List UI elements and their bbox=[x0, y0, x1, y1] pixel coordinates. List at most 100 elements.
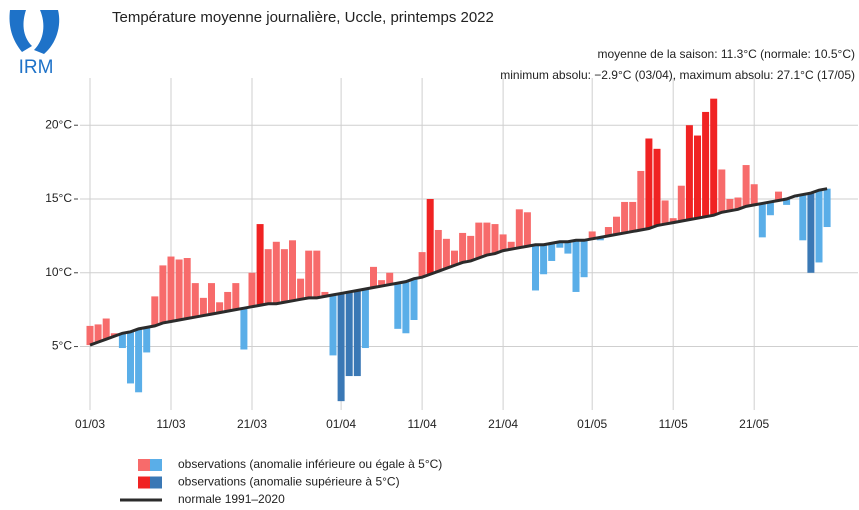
logo-text: IRM bbox=[19, 57, 54, 78]
y-tick-label: 10°C bbox=[45, 265, 72, 279]
bar bbox=[750, 184, 758, 205]
bar bbox=[305, 250, 313, 298]
x-tick-label: 11/04 bbox=[408, 417, 437, 431]
bar bbox=[402, 281, 410, 334]
bar bbox=[540, 244, 548, 275]
bar bbox=[216, 302, 224, 313]
y-tick-label: 5°C bbox=[52, 339, 72, 353]
x-tick-label: 01/04 bbox=[326, 417, 356, 431]
bar bbox=[321, 291, 329, 297]
bar bbox=[297, 278, 305, 300]
bar bbox=[467, 235, 475, 261]
bar bbox=[742, 165, 750, 207]
bar bbox=[621, 201, 629, 233]
bar bbox=[191, 283, 199, 318]
bar bbox=[515, 209, 523, 248]
bar bbox=[94, 324, 102, 343]
bar bbox=[758, 203, 766, 238]
bar bbox=[280, 249, 288, 303]
bar bbox=[337, 293, 345, 402]
legend-label: observations (anomalie inférieure ou éga… bbox=[178, 457, 442, 471]
chart-title: Température moyenne journalière, Uccle, … bbox=[112, 9, 494, 26]
bar bbox=[726, 198, 734, 211]
bar bbox=[483, 222, 491, 256]
legend-swatch bbox=[150, 476, 162, 489]
bar bbox=[572, 240, 580, 292]
bar bbox=[451, 250, 458, 266]
bar bbox=[799, 194, 807, 241]
x-tick-label: 21/05 bbox=[739, 417, 769, 431]
bar bbox=[694, 135, 701, 219]
bar bbox=[386, 272, 394, 285]
bar bbox=[766, 201, 774, 216]
bar bbox=[370, 266, 377, 288]
bar bbox=[208, 283, 215, 315]
bar bbox=[564, 241, 572, 254]
bar bbox=[86, 325, 94, 346]
bar bbox=[710, 98, 718, 216]
bar bbox=[491, 224, 499, 254]
x-tick-label: 11/05 bbox=[659, 417, 688, 431]
bar bbox=[394, 283, 402, 329]
legend-label: observations (anomalie supérieure à 5°C) bbox=[178, 475, 400, 489]
bar bbox=[685, 125, 693, 220]
bar bbox=[588, 231, 596, 239]
bar bbox=[459, 232, 467, 263]
bar bbox=[653, 148, 661, 226]
bar bbox=[556, 241, 564, 248]
bar bbox=[272, 241, 280, 304]
bar bbox=[256, 224, 264, 306]
y-tick-label: 20°C bbox=[45, 117, 72, 131]
x-tick-label: 01/05 bbox=[577, 417, 607, 431]
bar bbox=[264, 249, 272, 304]
bar bbox=[669, 218, 677, 223]
bar bbox=[629, 201, 637, 232]
bar bbox=[775, 191, 782, 201]
legend-swatch bbox=[150, 459, 162, 471]
bar bbox=[499, 234, 507, 251]
bar bbox=[175, 259, 183, 320]
bar bbox=[532, 244, 539, 291]
legend-swatch bbox=[138, 476, 150, 489]
bar bbox=[353, 290, 361, 377]
bar bbox=[475, 222, 483, 259]
bar bbox=[159, 265, 167, 323]
bar bbox=[248, 272, 256, 307]
x-tick-label: 11/03 bbox=[156, 417, 185, 431]
bar bbox=[199, 297, 207, 316]
x-tick-label: 01/03 bbox=[75, 417, 105, 431]
bar bbox=[645, 138, 653, 229]
bar bbox=[426, 198, 434, 275]
bar bbox=[183, 258, 191, 319]
bar bbox=[378, 280, 386, 287]
bar bbox=[823, 188, 831, 228]
bar bbox=[167, 256, 175, 322]
normal-line bbox=[89, 187, 828, 347]
bar bbox=[345, 291, 353, 377]
bar bbox=[313, 250, 321, 298]
bar bbox=[507, 241, 515, 250]
bar bbox=[523, 212, 531, 247]
x-tick-label: 21/03 bbox=[237, 417, 267, 431]
bar bbox=[224, 291, 232, 312]
bar bbox=[807, 193, 815, 273]
bar bbox=[410, 278, 418, 320]
legend-swatch bbox=[138, 459, 150, 471]
bar bbox=[127, 331, 134, 384]
bar bbox=[418, 252, 426, 278]
bar bbox=[613, 216, 620, 235]
bar bbox=[548, 243, 556, 261]
bar bbox=[580, 240, 588, 278]
bar bbox=[118, 333, 126, 349]
bar bbox=[232, 283, 240, 310]
bar bbox=[661, 200, 669, 225]
bar bbox=[718, 169, 726, 213]
bar bbox=[102, 318, 110, 340]
bar bbox=[289, 240, 296, 301]
bar bbox=[151, 296, 159, 326]
bar bbox=[734, 197, 742, 210]
bar bbox=[702, 111, 710, 217]
x-tick-label: 21/04 bbox=[488, 417, 518, 431]
bar bbox=[240, 308, 248, 350]
bar bbox=[677, 185, 685, 222]
